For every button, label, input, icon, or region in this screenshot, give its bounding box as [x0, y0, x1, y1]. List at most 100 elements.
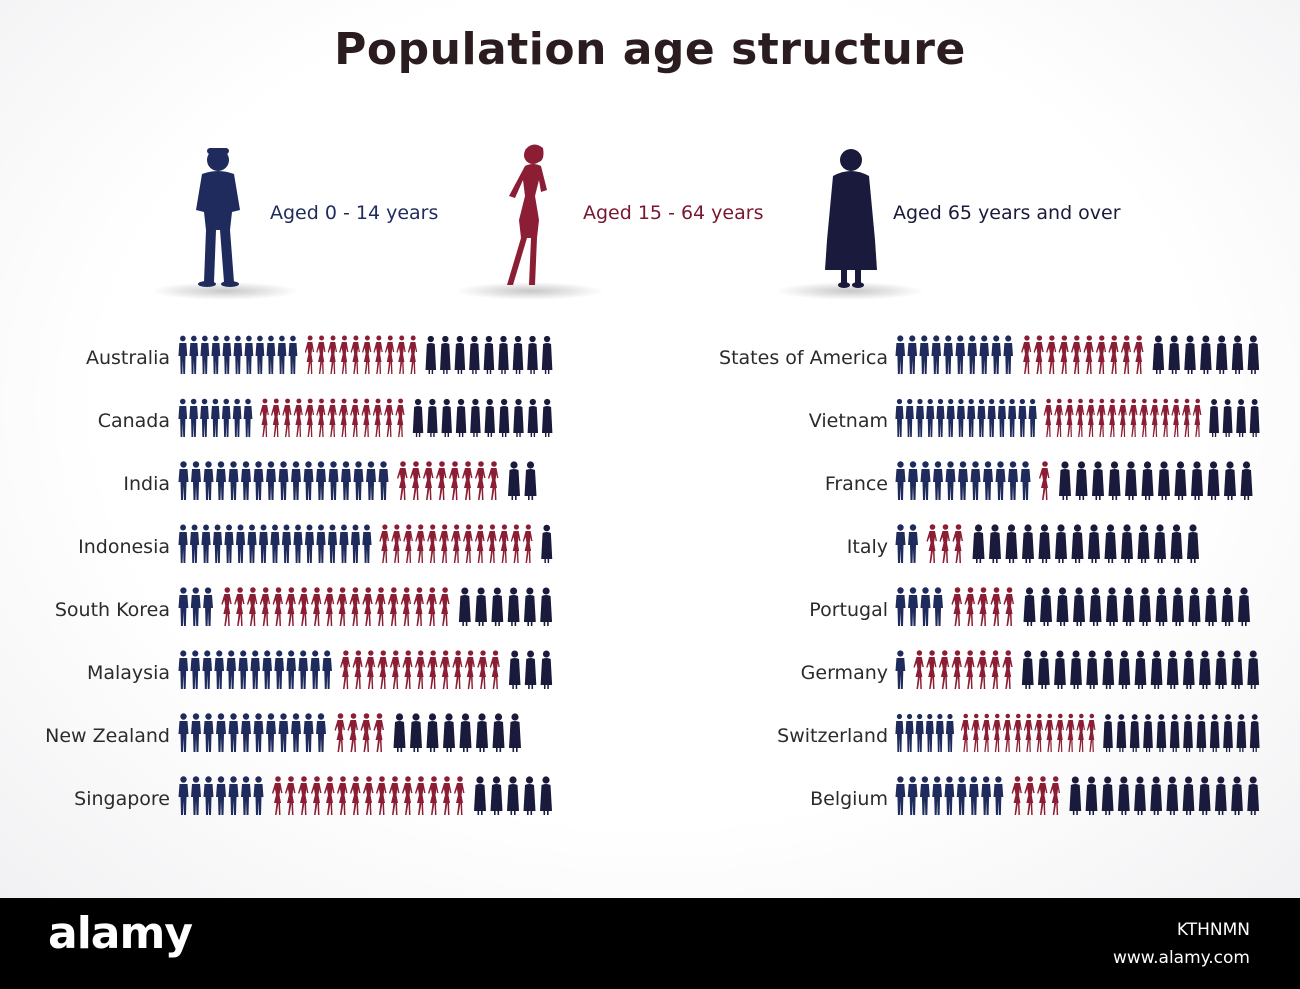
- adult-figure-icon: [400, 587, 412, 626]
- elderly-figure-icon: [989, 524, 1001, 563]
- adult-figure-icon: [1120, 335, 1132, 374]
- adult-figure-icon: [522, 524, 533, 563]
- child-figure-icon: [247, 524, 257, 563]
- adult-figure-icon: [1065, 713, 1075, 752]
- elderly-figure-icon: [1154, 524, 1166, 563]
- child-figure-icon: [241, 713, 251, 752]
- child-figure-icon: [915, 713, 924, 752]
- elderly-figure-icon: [1152, 335, 1165, 374]
- country-row: Switzerland: [777, 713, 1260, 752]
- elderly-figure-icon: [455, 398, 467, 437]
- child-figure-icon: [250, 650, 261, 689]
- adult-figure-icon: [259, 587, 271, 626]
- adult-figure-icon: [373, 335, 383, 374]
- elderly-figure-icon: [1141, 461, 1154, 500]
- adult-figure-icon: [361, 398, 371, 437]
- adult-figure-icon: [1076, 713, 1085, 752]
- child-figure-icon: [995, 461, 1006, 500]
- adult-figure-icon: [1096, 398, 1106, 437]
- country-row: States of America: [719, 335, 1260, 374]
- elderly-figure-icon: [1059, 461, 1071, 500]
- child-figure-icon: [241, 461, 251, 500]
- elderly-figure-icon: [1200, 335, 1212, 374]
- child-figure-icon: [895, 776, 906, 815]
- elderly-figure-icon: [523, 776, 536, 815]
- child-figure-icon: [958, 461, 968, 500]
- adult-figure-icon: [376, 776, 387, 815]
- adult-figure-icon: [439, 587, 450, 626]
- adult-figure-icon: [1046, 335, 1057, 374]
- child-figure-icon: [895, 335, 906, 374]
- adult-figure-icon: [271, 398, 281, 437]
- adult-figure-icon: [436, 461, 447, 500]
- adult-figure-icon: [350, 398, 360, 437]
- country-row: Vietnam: [809, 398, 1260, 437]
- child-figure-icon: [983, 461, 993, 500]
- chart-title: Population age structure: [334, 24, 966, 75]
- country-row: Italy: [847, 524, 1199, 563]
- elderly-figure-icon: [1169, 714, 1180, 752]
- elderly-figure-icon: [1102, 650, 1115, 689]
- child-figure-icon: [191, 776, 201, 815]
- elderly-figure-icon: [475, 587, 487, 626]
- elderly-figure-icon: [1069, 776, 1082, 815]
- woman-silhouette-icon: [507, 144, 547, 285]
- adult-figure-icon: [992, 713, 1001, 752]
- adult-figure-icon: [939, 524, 950, 563]
- elderly-figure-icon: [524, 650, 537, 689]
- country-label: Switzerland: [777, 725, 888, 747]
- elderly-figure-icon: [440, 335, 451, 374]
- adult-figure-icon: [510, 524, 521, 563]
- elderly-figure-icon: [1174, 461, 1187, 500]
- child-figure-icon: [178, 524, 188, 563]
- elderly-figure-icon: [1215, 335, 1228, 374]
- child-figure-icon: [956, 776, 967, 815]
- child-figure-icon: [1028, 398, 1037, 437]
- elderly-figure-icon: [1191, 461, 1203, 500]
- child-figure-icon: [253, 776, 264, 815]
- adult-figure-icon: [415, 776, 426, 815]
- adult-figure-icon: [427, 524, 437, 563]
- country-row: New Zealand: [45, 713, 521, 752]
- adult-figure-icon: [913, 650, 924, 689]
- elderly-figure-icon: [1070, 650, 1082, 689]
- child-figure-icon: [1008, 398, 1017, 437]
- adult-figure-icon: [1064, 398, 1074, 437]
- adult-figure-icon: [423, 461, 434, 500]
- adult-figure-icon: [926, 524, 937, 563]
- adult-figure-icon: [272, 587, 283, 626]
- child-figure-icon: [255, 335, 265, 374]
- child-figure-icon: [987, 398, 996, 437]
- elderly-figure-icon: [1198, 776, 1211, 815]
- adult-figure-icon: [415, 524, 425, 563]
- adult-figure-icon: [1013, 713, 1022, 752]
- elderly-figure-icon: [507, 587, 520, 626]
- elderly-figure-icon: [1236, 714, 1247, 752]
- elderly-figure-icon: [1143, 714, 1153, 752]
- child-figure-icon: [304, 524, 315, 563]
- elderly-figure-icon: [410, 713, 422, 752]
- country-label: Indonesia: [78, 536, 170, 558]
- child-figure-icon: [266, 335, 276, 374]
- adult-figure-icon: [1096, 335, 1107, 374]
- elderly-figure-icon: [1086, 650, 1099, 689]
- child-figure-icon: [946, 398, 955, 437]
- country-label: South Korea: [55, 599, 170, 621]
- adult-figure-icon: [390, 650, 401, 689]
- child-figure-icon: [274, 650, 285, 689]
- elderly-figure-icon: [1005, 524, 1018, 563]
- brand-url: www.alamy.com: [1112, 948, 1250, 968]
- elderly-figure-icon: [1073, 587, 1085, 626]
- child-figure-icon: [967, 398, 976, 437]
- elderly-figure-icon: [1075, 461, 1088, 500]
- child-figure-icon: [243, 398, 253, 437]
- child-figure-icon: [190, 650, 201, 689]
- child-figure-icon: [286, 650, 296, 689]
- adult-figure-icon: [475, 461, 486, 500]
- adult-figure-icon: [298, 587, 309, 626]
- child-figure-icon: [926, 398, 935, 437]
- adult-figure-icon: [282, 398, 292, 437]
- elderly-figure-icon: [1055, 524, 1067, 563]
- legend-label-children: Aged 0 - 14 years: [270, 202, 439, 224]
- elderly-figure-icon: [459, 713, 472, 752]
